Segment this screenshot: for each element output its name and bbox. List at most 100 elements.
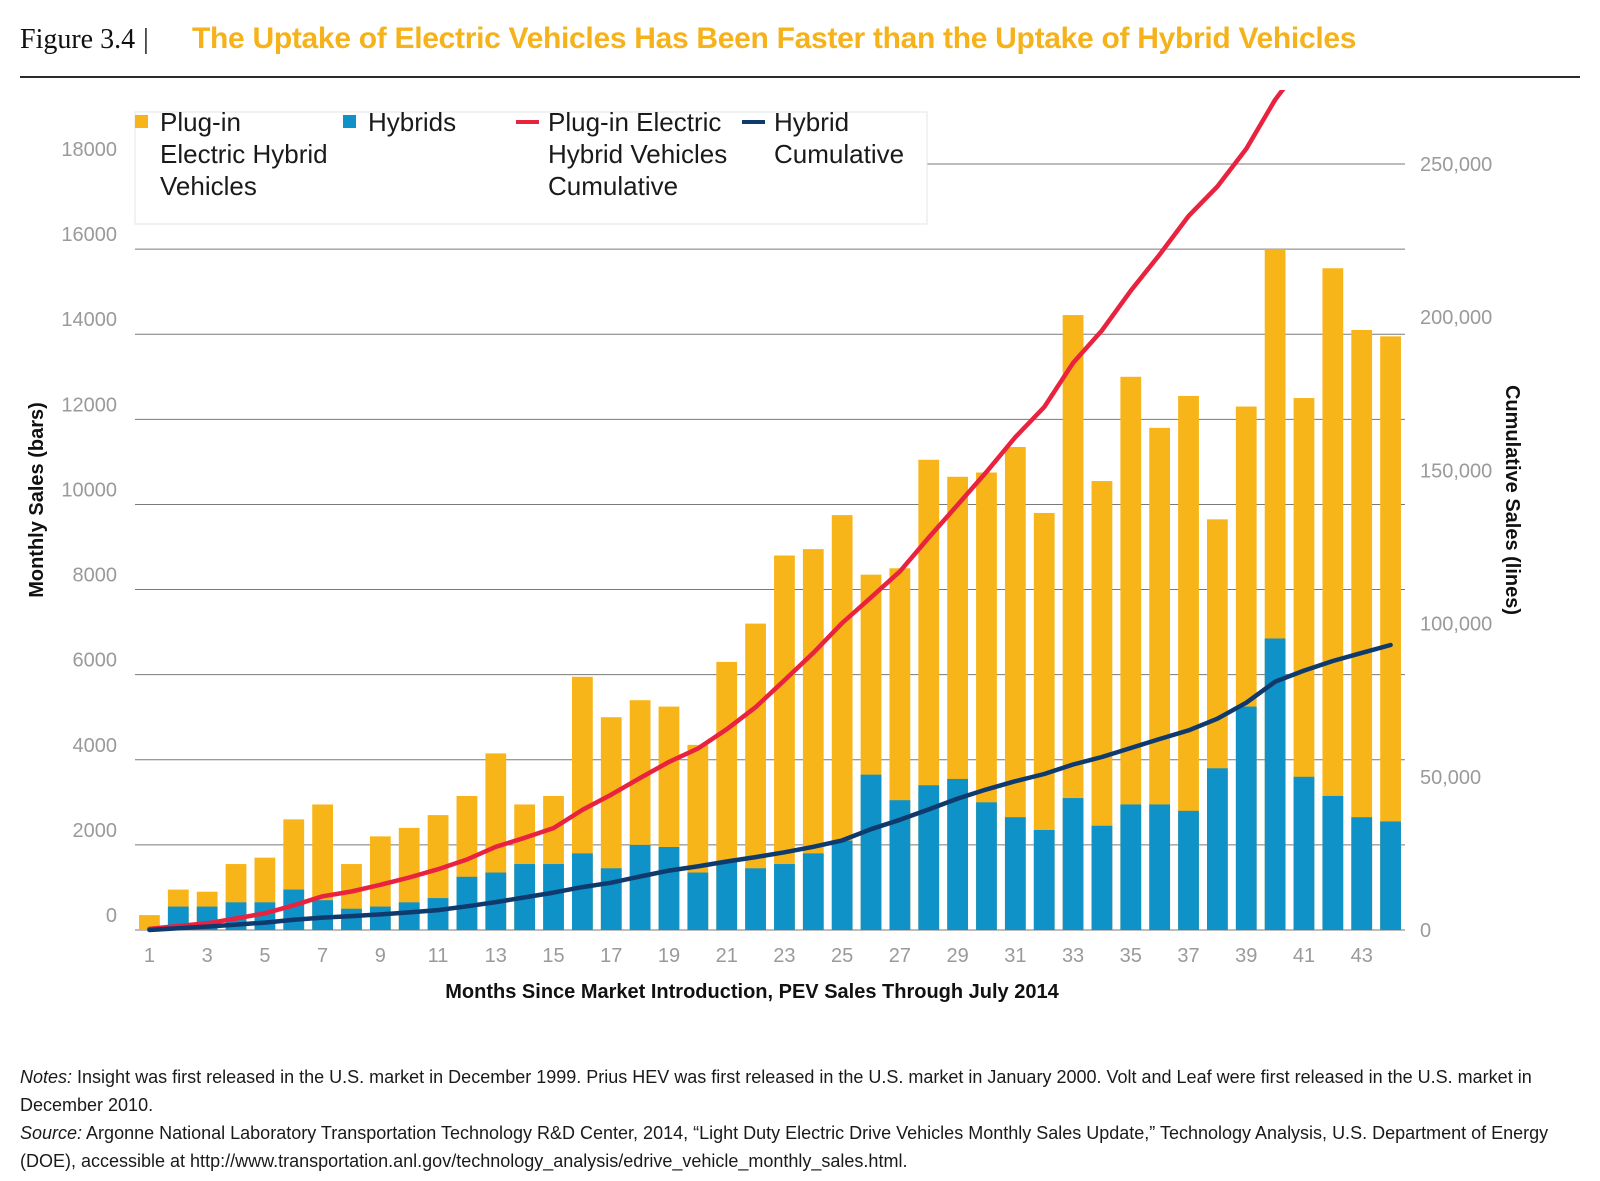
bar-hybrid: [1004, 817, 1026, 930]
legend-label-pev-cum: Plug-in Electric Hybrid Vehicles Cumulativ…: [548, 107, 727, 201]
y-right-tick-label: 150,000: [1420, 460, 1492, 482]
x-tick-label: 17: [600, 945, 622, 967]
legend-swatch-hybrid: [343, 115, 356, 128]
bar-hybrid: [456, 876, 478, 930]
x-tick-label: 11: [428, 945, 449, 967]
bar-hybrid: [1235, 706, 1257, 930]
x-tick-label: 19: [658, 945, 680, 967]
bar-hybrid: [1293, 776, 1315, 930]
figure-title: The Uptake of Electric Vehicles Has Been…: [192, 22, 1357, 55]
legend-label-hybrid: Hybrids: [368, 107, 456, 137]
bar-hybrid: [1351, 817, 1373, 930]
bar-pev: [1351, 329, 1373, 930]
bar-pev: [1004, 446, 1026, 930]
figure-notes: Notes: Insight was first released in the…: [20, 1063, 1560, 1175]
bar-hybrid: [283, 889, 305, 930]
bar-pev: [774, 555, 795, 930]
bar-pev: [1033, 512, 1055, 930]
legend-label-line: Hybrid: [774, 107, 849, 137]
y-tick-label: 18000: [61, 139, 117, 161]
bar-hybrid: [716, 861, 738, 930]
bar-hybrid: [918, 785, 940, 930]
bar-pev: [1091, 481, 1113, 930]
legend-swatch-pev: [135, 115, 148, 128]
x-tick-label: 31: [1004, 945, 1026, 967]
source-paragraph: Source: Argonne National Laboratory Tran…: [20, 1119, 1560, 1175]
line-pev-cum: [147, 90, 1286, 932]
bar-hybrid: [1033, 829, 1055, 930]
bar-hybrid: [1120, 804, 1142, 930]
sales-chart: 0 2000 4000 6000 8000 10000 12000 14000 16000 180…: [26, 90, 1523, 1003]
line-hybrid-cum: [147, 642, 1393, 933]
bar-pev: [1120, 376, 1142, 930]
y-axis-title: Monthly Sales (bars): [26, 402, 48, 598]
source-label: Source:: [20, 1123, 83, 1143]
bar-hybrid: [889, 800, 911, 930]
bar-hybrid: [774, 864, 795, 930]
legend-label-hybrid-cum: Hybrid Cumulative: [774, 107, 904, 169]
x-tick-label: 33: [1062, 945, 1084, 967]
x-axis-title: Months Since Market Introduction, PEV Sa…: [445, 981, 1059, 1003]
bar-pev: [1322, 268, 1344, 930]
y-right-tick-label: 0: [1420, 920, 1431, 942]
x-tick-label: 23: [773, 945, 795, 967]
legend-label-line: Electric Hybrid: [160, 139, 328, 169]
y-right-tick-label: 200,000: [1420, 307, 1492, 329]
legend-label-line: Plug-in Electric: [548, 107, 721, 137]
y-tick-label: 12000: [61, 394, 117, 416]
bar-hybrid: [1091, 825, 1113, 930]
y-tick-label: 0: [106, 905, 117, 927]
bar-hybrid: [312, 900, 334, 930]
figure-header: Figure 3.4 | The Uptake of Electric Vehic…: [20, 18, 1580, 78]
bar-hybrid: [1206, 768, 1228, 930]
bar-hybrid: [571, 853, 593, 930]
x-tick-label: 7: [317, 945, 328, 967]
figure-separator: |: [143, 24, 149, 55]
bar-hybrid: [543, 864, 564, 930]
x-tick-label: 1: [144, 945, 155, 967]
bar-pev: [1380, 336, 1401, 931]
y-tick-label: 10000: [61, 479, 117, 501]
y-right-tick-label: 50,000: [1420, 767, 1481, 789]
legend-label-line: Plug-in: [160, 107, 241, 137]
y-right-tick-label: 100,000: [1420, 614, 1492, 636]
bar-hybrid: [1178, 810, 1199, 930]
bar-hybrid: [1380, 821, 1401, 930]
x-tick-label: 5: [259, 945, 270, 967]
bar-hybrid: [1149, 804, 1171, 930]
notes-label: Notes:: [20, 1067, 73, 1087]
x-tick-label: 41: [1293, 945, 1315, 967]
x-tick-label: 29: [946, 945, 968, 967]
notes-text: Insight was first released in the U.S. m…: [20, 1067, 1532, 1115]
legend-label-line: Cumulative: [548, 171, 678, 201]
x-tick-label: 15: [542, 945, 564, 967]
x-tick-label: 13: [485, 945, 507, 967]
x-tick-label: 3: [202, 945, 213, 967]
source-text: Argonne National Laboratory Transportati…: [20, 1123, 1549, 1171]
x-tick-label: 37: [1177, 945, 1199, 967]
bar-hybrid: [398, 902, 420, 930]
legend-label-line: Hybrid Vehicles: [548, 139, 727, 169]
x-tick-label: 43: [1351, 945, 1373, 967]
x-tick-label: 9: [375, 945, 386, 967]
bar-pev: [1178, 395, 1199, 931]
bar-hybrid: [658, 847, 680, 930]
bar-hybrid: [341, 908, 362, 930]
y-tick-label: 16000: [61, 224, 117, 246]
x-tick-label: 35: [1120, 945, 1142, 967]
legend-label-line: Vehicles: [160, 171, 257, 201]
bar-hybrid: [802, 853, 824, 930]
y-right-axis-title: Cumulative Sales (lines): [1501, 385, 1523, 615]
figure-label-wrap: Figure 3.4 |: [20, 24, 157, 56]
y-tick-label: 2000: [73, 820, 118, 842]
bar-hybrid: [947, 778, 969, 930]
legend-label-line: Hybrids: [368, 107, 456, 137]
legend-box: [134, 111, 928, 225]
bar-hybrid: [745, 868, 766, 930]
bar-hybrid: [1062, 798, 1084, 930]
bar-hybrid: [976, 802, 997, 930]
bar-hybrid: [427, 898, 449, 930]
bar-hybrid: [600, 868, 622, 930]
y-right-tick-label: 250,000: [1420, 154, 1492, 176]
y-tick-label: 14000: [61, 309, 117, 331]
